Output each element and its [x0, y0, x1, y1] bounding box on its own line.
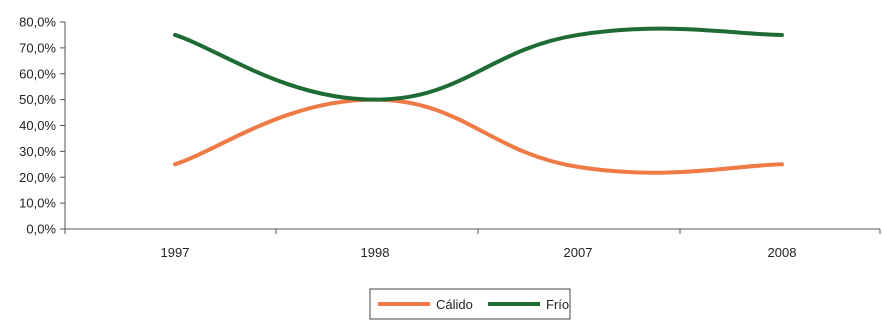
series-line-1	[173, 26, 784, 102]
y-tick-label: 70,0%	[19, 40, 56, 55]
legend: Cálido Frío	[369, 288, 571, 320]
y-tick-label: 60,0%	[19, 66, 56, 81]
y-axis: 0,0% 10,0% 20,0% 30,0% 40,0% 50,0% 60,0% 70,0% 8…	[19, 15, 66, 237]
legend-label: Cálido	[436, 297, 473, 312]
y-tick-label: 10,0%	[19, 196, 56, 211]
y-tick-label: 30,0%	[19, 144, 56, 159]
x-tick-label: 1997	[161, 245, 190, 260]
y-tick-label: 0,0%	[26, 222, 56, 237]
legend-label: Frío	[546, 297, 569, 312]
x-tick-label: 2008	[768, 245, 797, 260]
y-tick-label: 40,0%	[19, 118, 56, 133]
y-tick-label: 20,0%	[19, 170, 56, 185]
series-line-0	[173, 97, 784, 175]
y-tick-label: 80,0%	[19, 15, 56, 30]
series-lines	[173, 26, 784, 175]
x-tick-label: 2007	[564, 245, 593, 260]
y-tick-label: 50,0%	[19, 92, 56, 107]
x-tick-label: 1998	[361, 245, 390, 260]
x-axis: 1997 1998 2007 2008	[64, 228, 881, 260]
